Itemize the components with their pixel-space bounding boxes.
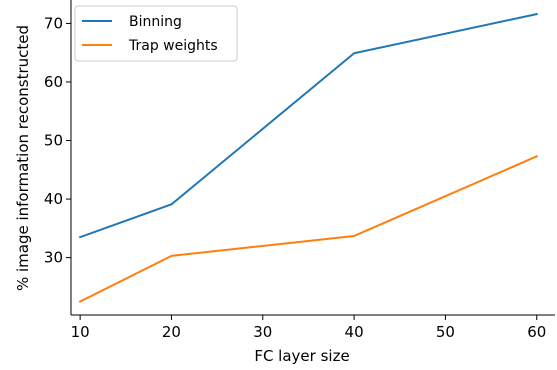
- y-tick-label: 30: [44, 249, 63, 267]
- x-tick-label: 30: [253, 323, 272, 341]
- x-tick-label: 40: [345, 323, 364, 341]
- y-axis-label: % image information reconstructed: [14, 25, 32, 291]
- x-axis-ticks: 10 20 30 40 50 60: [71, 315, 546, 341]
- legend-label-binning: Binning: [129, 14, 182, 30]
- x-tick-label: 60: [527, 323, 546, 341]
- legend-box: [74, 5, 238, 62]
- x-tick-label: 10: [71, 323, 90, 341]
- x-tick-label: 50: [436, 323, 455, 341]
- plot-area: [70, 0, 555, 316]
- y-tick-label: 40: [44, 190, 63, 208]
- y-tick-label: 60: [44, 73, 63, 91]
- series-line-trap-weights: [78, 155, 539, 303]
- x-tick-label: 20: [162, 323, 181, 341]
- y-axis-ticks: 30 40 50 60 70: [44, 14, 71, 267]
- legend: Binning Trap weights: [74, 5, 238, 62]
- x-axis-label: FC layer size: [254, 347, 349, 365]
- y-tick-label: 50: [44, 132, 63, 150]
- series-lines: [78, 12, 539, 303]
- y-tick-label: 70: [44, 14, 63, 32]
- legend-label-trap-weights: Trap weights: [128, 38, 218, 54]
- series-line-binning: [78, 12, 538, 239]
